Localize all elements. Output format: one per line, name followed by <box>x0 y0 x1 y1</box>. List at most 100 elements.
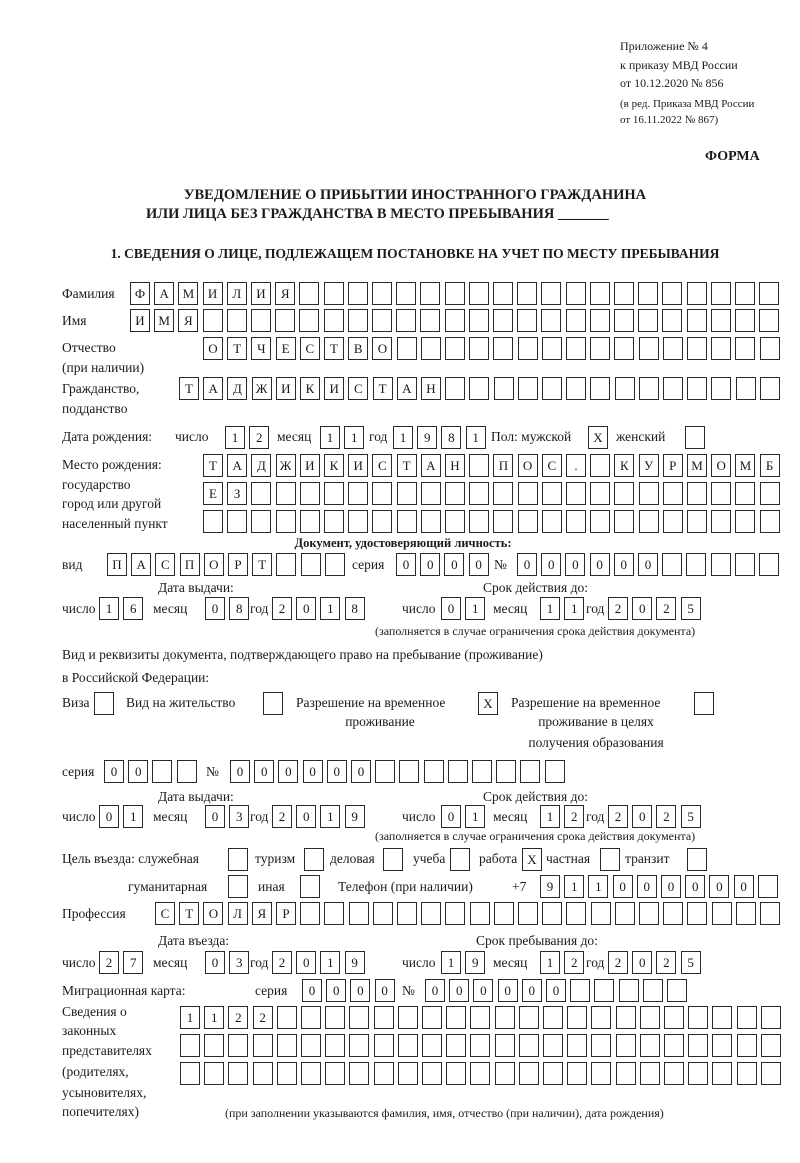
form-cell[interactable]: 0 <box>420 553 441 576</box>
form-cell[interactable] <box>760 1062 781 1085</box>
form-cell[interactable] <box>694 692 714 715</box>
form-cell[interactable] <box>711 902 732 925</box>
form-cell[interactable] <box>590 482 611 505</box>
form-cell[interactable]: 0 <box>632 805 653 828</box>
form-cell[interactable]: Ж <box>275 454 296 477</box>
form-cell[interactable] <box>566 337 586 360</box>
form-cell[interactable]: Я <box>251 902 272 925</box>
form-cell[interactable] <box>638 282 659 305</box>
form-cell[interactable]: 0 <box>661 875 681 898</box>
form-cell[interactable] <box>447 760 468 783</box>
form-cell[interactable]: И <box>275 377 296 400</box>
form-cell[interactable] <box>493 282 513 305</box>
form-cell[interactable] <box>228 848 248 871</box>
form-cell[interactable]: 9 <box>417 426 438 449</box>
form-cell[interactable] <box>446 1034 467 1057</box>
form-cell[interactable] <box>687 482 707 505</box>
form-cell[interactable]: 5 <box>680 597 701 620</box>
form-cell[interactable] <box>422 1006 442 1029</box>
form-cell[interactable] <box>759 553 779 576</box>
form-cell[interactable] <box>760 1006 781 1029</box>
form-cell[interactable] <box>324 510 344 533</box>
form-cell[interactable] <box>324 902 345 925</box>
form-cell[interactable] <box>420 337 441 360</box>
form-cell[interactable] <box>566 510 586 533</box>
form-cell[interactable] <box>567 1062 588 1085</box>
form-cell[interactable] <box>590 377 611 400</box>
form-cell[interactable] <box>639 902 659 925</box>
form-cell[interactable] <box>565 309 586 332</box>
form-cell[interactable] <box>493 337 514 360</box>
form-cell[interactable] <box>735 510 756 533</box>
form-cell[interactable] <box>445 337 465 360</box>
form-cell[interactable]: 2 <box>272 951 292 974</box>
form-cell[interactable]: 0 <box>733 875 754 898</box>
form-cell[interactable]: 0 <box>709 875 730 898</box>
form-cell[interactable]: 6 <box>123 597 144 620</box>
form-cell[interactable]: 2 <box>249 426 270 449</box>
form-cell[interactable] <box>664 1062 684 1085</box>
form-cell[interactable]: 1 <box>564 597 585 620</box>
form-cell[interactable]: Р <box>228 553 248 576</box>
form-cell[interactable]: Т <box>372 377 393 400</box>
form-cell[interactable]: 0 <box>441 805 461 828</box>
form-cell[interactable]: 0 <box>296 597 317 620</box>
form-cell[interactable]: 1 <box>180 1006 200 1029</box>
form-cell[interactable] <box>396 309 417 332</box>
form-cell[interactable]: И <box>202 282 223 305</box>
form-cell[interactable] <box>687 337 707 360</box>
form-cell[interactable] <box>614 482 635 505</box>
form-cell[interactable] <box>686 553 707 576</box>
form-cell[interactable] <box>662 482 683 505</box>
form-cell[interactable]: 2 <box>656 951 677 974</box>
form-cell[interactable] <box>541 482 562 505</box>
form-cell[interactable] <box>687 902 708 925</box>
form-cell[interactable]: 0 <box>449 979 470 1002</box>
form-cell[interactable] <box>472 760 492 783</box>
place-blank[interactable]: _______ <box>557 206 609 222</box>
form-cell[interactable]: О <box>372 337 393 360</box>
form-cell[interactable] <box>349 1062 370 1085</box>
form-cell[interactable] <box>300 553 321 576</box>
form-cell[interactable] <box>252 1034 273 1057</box>
form-cell[interactable] <box>470 1034 491 1057</box>
form-cell[interactable]: И <box>299 454 320 477</box>
form-cell[interactable] <box>347 309 368 332</box>
form-cell[interactable] <box>276 1034 297 1057</box>
form-cell[interactable] <box>759 482 780 505</box>
form-cell[interactable] <box>399 760 420 783</box>
form-cell[interactable] <box>639 1062 660 1085</box>
form-cell[interactable] <box>614 902 635 925</box>
form-cell[interactable] <box>396 482 417 505</box>
form-cell[interactable] <box>735 309 755 332</box>
form-cell[interactable] <box>372 510 393 533</box>
form-cell[interactable]: 1 <box>465 805 486 828</box>
form-cell[interactable]: 1 <box>204 1006 225 1029</box>
form-cell[interactable]: 1 <box>540 805 560 828</box>
form-cell[interactable] <box>349 1034 370 1057</box>
form-cell[interactable] <box>639 1034 660 1057</box>
form-cell[interactable]: 2 <box>608 805 628 828</box>
form-cell[interactable]: Ж <box>251 377 272 400</box>
form-cell[interactable] <box>276 1062 297 1085</box>
form-cell[interactable]: Т <box>179 902 200 925</box>
form-cell[interactable]: К <box>324 454 344 477</box>
form-cell[interactable] <box>662 309 683 332</box>
form-cell[interactable]: С <box>348 377 369 400</box>
form-cell[interactable] <box>301 1034 321 1057</box>
form-cell[interactable]: 0 <box>632 597 653 620</box>
form-cell[interactable]: 8 <box>344 597 365 620</box>
form-cell[interactable]: Т <box>203 454 223 477</box>
form-cell[interactable] <box>469 337 490 360</box>
form-cell[interactable] <box>686 309 707 332</box>
form-cell[interactable]: П <box>179 553 200 576</box>
form-cell[interactable] <box>638 482 659 505</box>
form-cell[interactable] <box>422 1034 442 1057</box>
form-cell[interactable] <box>734 553 755 576</box>
form-cell[interactable]: 0 <box>517 553 537 576</box>
form-cell[interactable] <box>710 553 731 576</box>
form-cell[interactable]: 0 <box>497 979 518 1002</box>
form-cell[interactable]: Е <box>275 337 296 360</box>
form-cell[interactable] <box>687 510 707 533</box>
form-cell[interactable] <box>589 282 610 305</box>
